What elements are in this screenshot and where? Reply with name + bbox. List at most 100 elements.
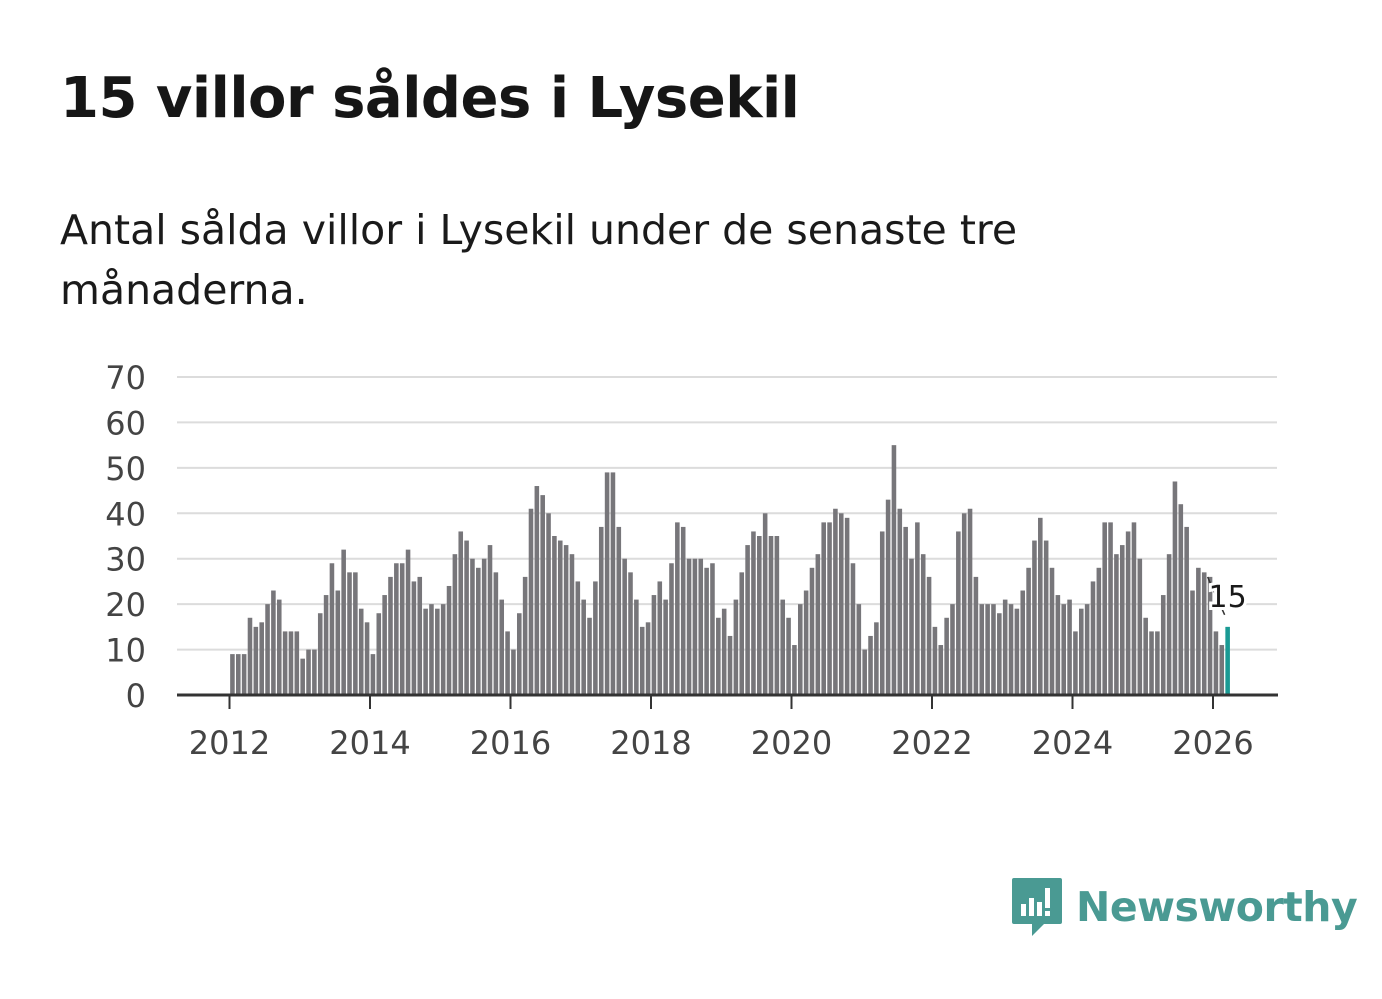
bar <box>522 576 528 695</box>
bar <box>944 617 949 695</box>
bar <box>516 613 522 695</box>
bar <box>429 604 434 695</box>
bar <box>903 526 908 695</box>
bar <box>879 531 885 695</box>
bar <box>1055 595 1061 695</box>
bar <box>388 576 393 695</box>
bar <box>282 631 288 695</box>
bar <box>1026 567 1031 695</box>
bar <box>762 513 768 695</box>
x-tick-label: 2020 <box>751 724 832 762</box>
bar <box>604 472 610 695</box>
bar <box>634 599 639 695</box>
bar <box>751 531 756 695</box>
bar <box>230 654 235 695</box>
bar <box>745 545 750 695</box>
bar <box>323 595 329 695</box>
x-tick-label: 2022 <box>891 724 972 762</box>
bar <box>1114 554 1119 695</box>
bar <box>874 622 879 695</box>
y-tick-label: 60 <box>105 404 146 442</box>
bar <box>253 626 259 695</box>
bar <box>1149 631 1154 695</box>
bar <box>733 599 739 695</box>
bar <box>868 635 873 695</box>
bar <box>809 567 815 695</box>
highlight-bar <box>1225 626 1230 695</box>
x-axis: 2012 2014 2016 2018 2020 2022 2024 2026 <box>177 693 1278 762</box>
bar <box>1020 590 1026 695</box>
annotations: 15 <box>1206 576 1250 618</box>
bar <box>850 563 856 695</box>
bar <box>581 599 586 695</box>
bar <box>639 626 645 695</box>
bar <box>259 622 264 695</box>
bar <box>985 604 990 695</box>
bar <box>435 608 440 695</box>
bar <box>598 526 604 695</box>
bar <box>481 558 487 695</box>
bar <box>353 572 358 695</box>
bar <box>300 658 305 695</box>
bar <box>616 526 622 695</box>
bar <box>915 522 920 695</box>
chart-subtitle: Antal sålda villor i Lysekil under de se… <box>60 206 1018 314</box>
y-tick-label: 0 <box>126 677 146 715</box>
bar <box>1061 604 1067 695</box>
bar <box>528 508 534 695</box>
bar <box>557 540 563 695</box>
bar <box>1207 576 1213 695</box>
bar <box>271 590 276 695</box>
bar <box>394 563 399 695</box>
bar <box>610 472 616 695</box>
bar <box>979 604 985 695</box>
bar <box>546 513 551 695</box>
bar <box>265 604 270 695</box>
bar <box>780 599 786 695</box>
bar <box>499 599 505 695</box>
bar <box>1196 567 1201 695</box>
bar <box>294 631 300 695</box>
bar <box>651 595 657 695</box>
bar <box>1043 540 1049 695</box>
bar <box>241 654 247 695</box>
bar <box>721 608 727 695</box>
bar <box>358 608 364 695</box>
y-tick-label: 40 <box>105 495 146 533</box>
bar <box>897 508 903 695</box>
y-tick-label: 70 <box>105 359 146 397</box>
bar <box>645 622 651 695</box>
bar <box>1078 608 1084 695</box>
bar <box>1137 558 1143 695</box>
bar <box>446 585 452 695</box>
bar <box>452 554 458 695</box>
bar <box>909 558 914 695</box>
bar <box>382 595 387 695</box>
bar <box>1049 567 1055 695</box>
bar <box>932 626 938 695</box>
bar <box>862 649 867 695</box>
bar <box>774 536 780 695</box>
bar <box>235 654 241 695</box>
bar <box>1125 531 1131 695</box>
bar <box>1143 617 1148 695</box>
bar <box>926 576 932 695</box>
bar <box>1014 608 1020 695</box>
bar <box>1002 599 1008 695</box>
bars <box>230 445 1230 695</box>
bar <box>628 572 633 695</box>
bar <box>768 536 774 695</box>
bar <box>1178 504 1184 695</box>
bar <box>1201 572 1207 695</box>
bar <box>247 617 253 695</box>
bar <box>710 563 715 695</box>
bar <box>727 635 733 695</box>
bar <box>569 554 575 695</box>
bar <box>493 572 499 695</box>
bar <box>399 563 405 695</box>
bar <box>411 581 417 695</box>
bar <box>680 526 686 695</box>
bar <box>587 617 592 695</box>
bar <box>827 522 832 695</box>
